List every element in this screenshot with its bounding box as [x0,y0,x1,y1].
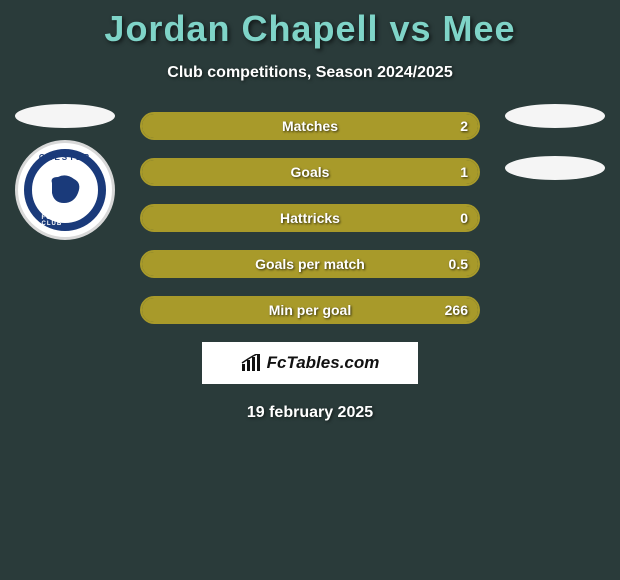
left-club-badge: CHESTER FOOTBALL CLUB [15,140,115,240]
right-club-badge-placeholder [505,156,605,180]
badge-text-bottom: FOOTBALL CLUB [42,215,89,227]
stat-label: Matches [282,118,338,134]
stat-bar: Matches 2 [140,112,480,140]
stat-bar: Goals per match 0.5 [140,250,480,278]
page-subtitle: Club competitions, Season 2024/2025 [0,64,620,82]
stat-label: Min per goal [269,302,351,318]
left-player-column: CHESTER FOOTBALL CLUB [10,104,120,250]
right-player-column [500,104,610,192]
stat-right-value: 0 [460,210,468,226]
stat-label: Goals per match [255,256,365,272]
stat-bar: Min per goal 266 [140,296,480,324]
stat-label: Hattricks [280,210,340,226]
stat-bars: Matches 2 Goals 1 Hattricks 0 Goals per match 0… [140,112,480,324]
stat-right-value: 1 [460,164,468,180]
watermark-text: FcTables.com [267,353,380,373]
stat-right-value: 266 [445,302,468,318]
bars-icon [241,354,261,372]
right-player-photo-placeholder [505,104,605,128]
page-title: Jordan Chapell vs Mee [0,0,620,50]
stat-right-value: 2 [460,118,468,134]
badge-text-top: CHESTER [39,153,91,162]
stat-bar: Hattricks 0 [140,204,480,232]
comparison-area: CHESTER FOOTBALL CLUB Matches 2 Goals 1 Hatt… [0,112,620,324]
stat-bar: Goals 1 [140,158,480,186]
stat-label: Goals [291,164,330,180]
lion-icon [44,169,86,211]
snapshot-date: 19 february 2025 [0,404,620,422]
stat-right-value: 0.5 [449,256,468,272]
site-watermark: FcTables.com [202,342,418,384]
left-player-photo-placeholder [15,104,115,128]
